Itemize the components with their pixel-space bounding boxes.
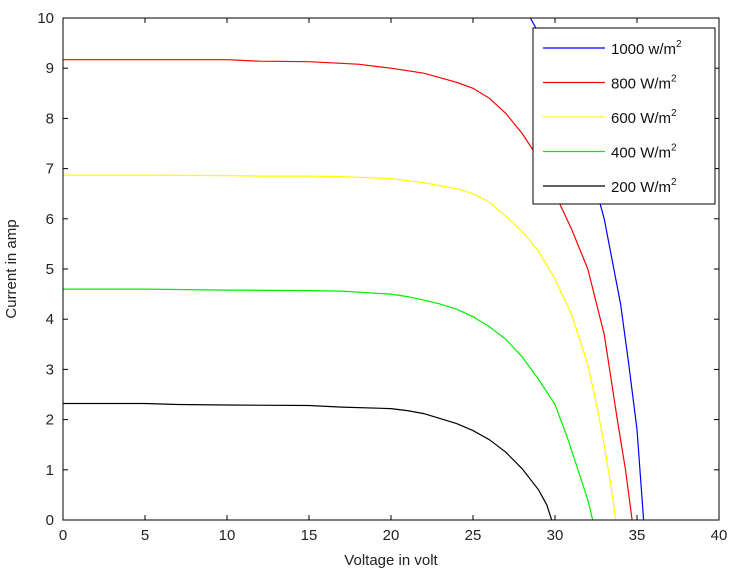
legend-label-superscript-1: 2 <box>671 74 677 85</box>
legend-label-superscript-0: 2 <box>676 39 682 50</box>
legend-box <box>532 27 716 205</box>
legend-label-2: 600 W/m2 <box>611 108 677 127</box>
y-tick-label-1: 1 <box>46 462 54 479</box>
x-tick-label-0: 0 <box>59 527 67 544</box>
legend-label-superscript-4: 2 <box>671 177 677 188</box>
legend: 1000 w/m2 800 W/m2 600 W/m2 400 W/m2 200 W/m… <box>532 27 716 205</box>
series-line-2 <box>63 174 617 520</box>
y-tick-label-8: 8 <box>46 110 54 127</box>
legend-label-4: 200 W/m2 <box>611 177 677 196</box>
legend-label-1: 800 W/m2 <box>611 74 677 93</box>
legend-label-0: 1000 w/m2 <box>611 39 682 58</box>
y-axis-title: Current in amp <box>3 219 20 318</box>
x-tick-label-3: 15 <box>301 527 318 544</box>
x-tick-label-2: 10 <box>219 527 236 544</box>
legend-label-superscript-3: 2 <box>671 143 677 154</box>
ticks-layer: 0 5 10 15 20 25 30 35 40 0 1 2 3 4 5 6 7 8 9 10 <box>37 10 727 544</box>
x-tick-label-8: 40 <box>711 527 728 544</box>
y-tick-label-6: 6 <box>46 211 54 228</box>
legend-label-superscript-2: 2 <box>671 108 677 119</box>
y-tick-label-0: 0 <box>46 512 54 529</box>
legend-label-3: 400 W/m2 <box>611 143 677 162</box>
x-tick-label-4: 20 <box>383 527 400 544</box>
x-axis-title: Voltage in volt <box>344 552 438 569</box>
y-tick-label-2: 2 <box>46 412 54 429</box>
y-tick-label-10: 10 <box>37 10 54 27</box>
series-line-4 <box>63 402 553 520</box>
x-tick-label-5: 25 <box>465 527 482 544</box>
series-line-1 <box>63 59 633 520</box>
x-tick-label-7: 35 <box>629 527 646 544</box>
y-tick-label-4: 4 <box>46 311 54 328</box>
y-tick-label-5: 5 <box>46 261 54 278</box>
y-tick-label-3: 3 <box>46 361 54 378</box>
x-tick-label-1: 5 <box>141 527 149 544</box>
series-line-3 <box>63 288 594 520</box>
y-tick-label-9: 9 <box>46 60 54 77</box>
y-tick-label-7: 7 <box>46 161 54 178</box>
x-tick-label-6: 30 <box>547 527 564 544</box>
